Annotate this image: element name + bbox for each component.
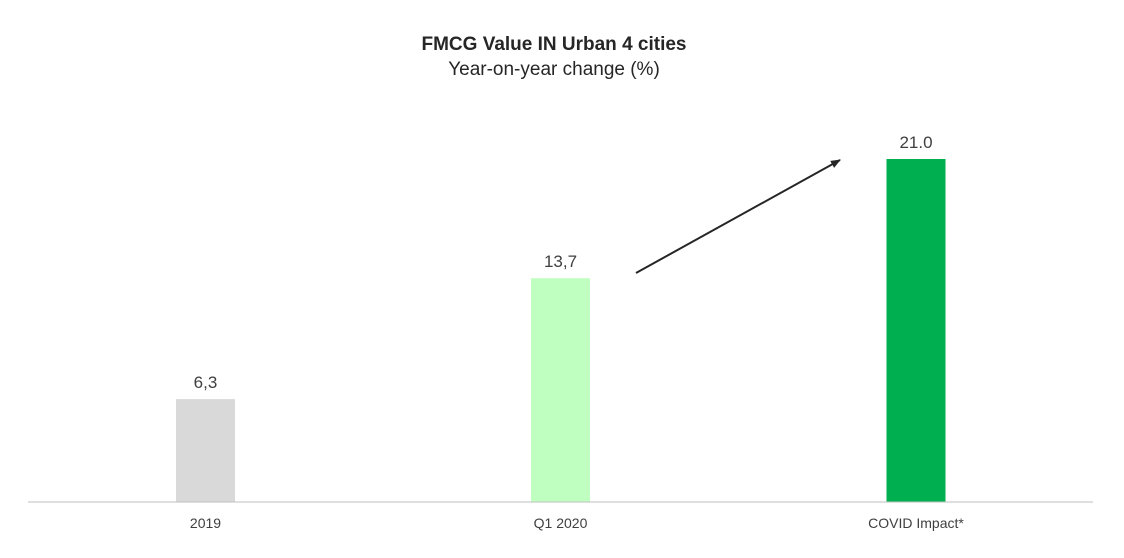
data-label-0: 6,3 [194, 373, 218, 392]
bar-0 [176, 399, 235, 502]
chart-subtitle: Year-on-year change (%) [448, 59, 660, 80]
x-tick-label-1: Q1 2020 [534, 515, 588, 531]
x-tick-label-2: COVID Impact* [868, 515, 964, 531]
chart-title: FMCG Value IN Urban 4 cities [421, 34, 687, 55]
trend-arrow [635, 159, 841, 274]
bar-1 [531, 278, 590, 502]
bar-2 [886, 159, 946, 502]
data-label-2: 21.0 [899, 133, 932, 152]
x-tick-label-0: 2019 [190, 515, 221, 531]
data-label-1: 13,7 [544, 252, 577, 271]
